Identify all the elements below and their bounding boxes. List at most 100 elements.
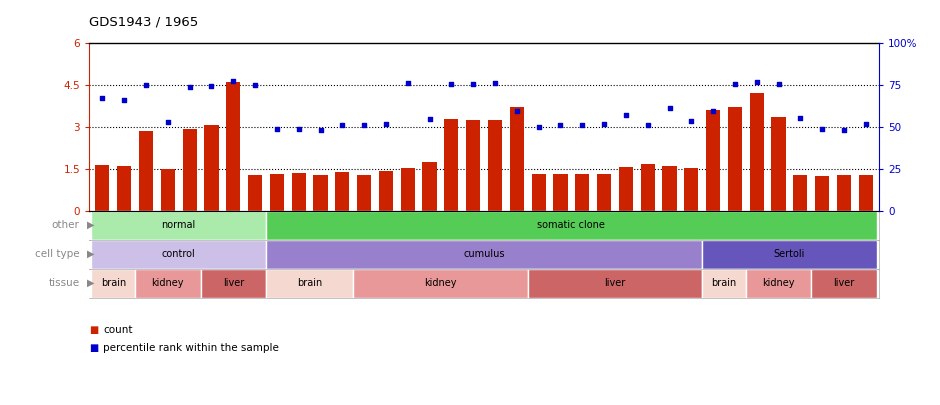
Point [619,112,634,119]
Point [509,108,525,115]
Bar [728,107,742,211]
Point [488,80,503,86]
Text: control: control [162,249,196,259]
Point [95,95,110,101]
Text: cumulus: cumulus [463,249,505,259]
Text: GDS1943 / 1965: GDS1943 / 1965 [89,15,198,28]
Bar [200,269,266,298]
Text: normal: normal [162,220,196,230]
Bar [353,269,527,298]
Point [247,82,262,89]
Point [728,81,743,87]
Text: brain: brain [712,278,737,288]
Bar [227,82,241,211]
Point [662,105,677,112]
Point [138,82,153,89]
Bar [750,93,764,211]
Bar [837,175,851,211]
Point [313,127,328,133]
Point [444,81,459,87]
Bar [706,110,720,211]
Bar [509,107,524,211]
Bar [204,125,218,211]
Bar [248,175,262,211]
Bar [91,211,266,240]
Bar [291,173,306,211]
Point [574,122,589,128]
Point [553,122,568,128]
Text: kidney: kidney [762,278,795,288]
Bar [663,166,677,211]
Point [400,79,415,86]
Point [749,79,764,85]
Text: Sertoli: Sertoli [774,249,806,259]
Bar [313,175,328,211]
Bar [357,175,371,211]
Point [683,118,698,124]
Bar [531,174,546,211]
Bar [466,120,480,211]
Bar [182,128,196,211]
Point [422,115,437,122]
Bar [336,172,350,211]
Bar [91,240,266,269]
Bar [118,166,132,211]
Point [291,126,306,132]
Text: brain: brain [297,278,322,288]
Text: count: count [103,325,133,335]
Bar [445,119,459,211]
Point [531,124,546,130]
Point [815,126,830,133]
Point [204,83,219,89]
Text: cell type: cell type [35,249,80,259]
Bar [266,211,877,240]
Bar [95,165,109,211]
Bar [702,269,745,298]
Point [335,122,350,128]
Bar [772,117,786,211]
Text: somatic clone: somatic clone [538,220,605,230]
Point [837,127,852,133]
Text: tissue: tissue [48,278,80,288]
Bar [811,269,877,298]
Point [706,108,721,115]
Bar [161,169,175,211]
Text: percentile rank within the sample: percentile rank within the sample [103,343,279,353]
Text: kidney: kidney [151,278,184,288]
Bar [139,131,153,211]
Text: ▶: ▶ [87,249,95,259]
Point [270,126,285,133]
Bar [91,269,135,298]
Bar [527,269,702,298]
Point [379,121,394,127]
Text: ▶: ▶ [87,220,95,230]
Bar [684,168,698,211]
Point [792,115,807,122]
Point [771,81,786,87]
Text: ■: ■ [89,325,99,335]
Point [597,121,612,128]
Bar [270,174,284,211]
Point [182,84,197,91]
Bar [597,174,611,211]
Bar [422,162,437,211]
Bar [575,174,589,211]
Bar [135,269,200,298]
Text: liver: liver [834,278,854,288]
Point [465,81,480,87]
Point [226,78,241,85]
Bar [640,164,655,211]
Bar [815,177,829,211]
Bar [488,120,502,211]
Point [640,122,655,128]
Point [117,97,132,103]
Text: liver: liver [223,278,243,288]
Bar [379,171,393,211]
Text: liver: liver [604,278,626,288]
Text: ▶: ▶ [87,278,95,288]
Bar [619,167,633,211]
Text: other: other [52,220,80,230]
Text: brain: brain [101,278,126,288]
Bar [859,175,873,211]
Bar [400,168,415,211]
